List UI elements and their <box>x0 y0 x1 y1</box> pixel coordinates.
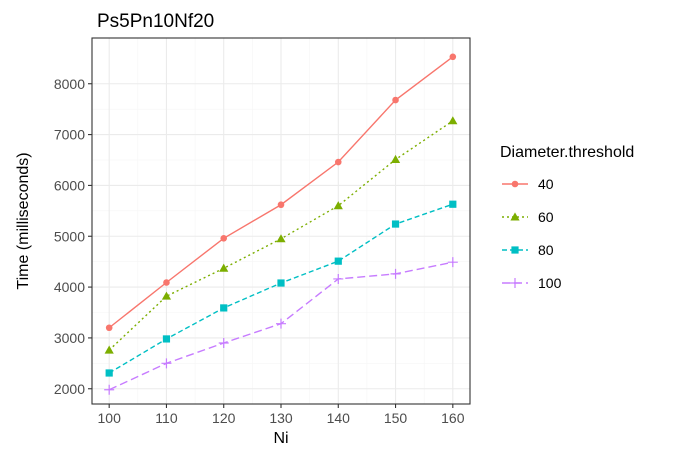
x-tick-label: 120 <box>212 410 236 426</box>
data-point <box>449 53 457 61</box>
legend-label: 60 <box>538 209 554 225</box>
y-tick-label: 7000 <box>54 127 85 143</box>
chart-title: Ps5Pn10Nf20 <box>97 11 214 32</box>
series-40 <box>105 53 457 332</box>
series-60 <box>104 116 458 354</box>
data-point <box>219 263 229 272</box>
x-tick-label: 100 <box>98 410 122 426</box>
series-layer <box>104 53 458 395</box>
x-tick-label: 130 <box>269 410 293 426</box>
legend-title: Diameter.threshold <box>500 144 634 161</box>
legend-label: 40 <box>538 176 554 192</box>
data-point <box>220 234 228 242</box>
x-tick-label: 160 <box>441 410 465 426</box>
x-axis-label: Ni <box>273 430 288 447</box>
data-point <box>447 257 458 268</box>
data-point <box>162 335 171 343</box>
y-tick-label: 6000 <box>54 177 85 193</box>
x-axis: 100 110 120 130 140 150 160 <box>98 404 465 426</box>
series-100 <box>104 257 458 395</box>
x-tick-label: 110 <box>155 410 178 426</box>
x-tick-label: 140 <box>327 410 351 426</box>
data-point <box>391 220 400 228</box>
data-point <box>448 116 458 125</box>
data-point <box>105 324 113 332</box>
legend-label: 100 <box>538 275 562 291</box>
y-tick-label: 5000 <box>54 228 85 244</box>
data-point <box>218 338 229 348</box>
data-point <box>276 318 286 329</box>
y-tick-label: 3000 <box>54 330 85 346</box>
legend-item-100: 100 <box>502 275 562 291</box>
series-80 <box>105 200 457 377</box>
x-tick-label: 150 <box>384 410 408 426</box>
data-point <box>276 234 286 243</box>
data-point <box>163 279 170 286</box>
y-axis-label: Time (milliseconds) <box>15 152 32 289</box>
data-point <box>220 304 228 312</box>
data-point <box>161 291 172 300</box>
legend-key-marker <box>510 212 520 221</box>
data-point <box>277 279 285 287</box>
data-point <box>277 201 285 209</box>
data-point <box>104 384 115 395</box>
data-point <box>334 158 342 166</box>
legend-key-marker <box>511 180 519 188</box>
legend-item-60: 60 <box>502 209 554 225</box>
data-point <box>105 369 113 377</box>
grid-lines <box>92 38 470 404</box>
data-point <box>390 268 401 279</box>
y-axis: 2000 3000 4000 5000 6000 7000 8000 <box>54 76 92 397</box>
data-point <box>334 257 342 265</box>
legend-item-40: 40 <box>502 176 554 192</box>
legend-label: 80 <box>538 242 554 258</box>
data-point <box>390 154 401 163</box>
y-tick-label: 2000 <box>54 381 85 397</box>
y-tick-label: 8000 <box>54 76 85 92</box>
data-point <box>449 200 457 208</box>
data-point <box>104 345 114 354</box>
data-point <box>333 273 344 284</box>
legend: Diameter.threshold 40 60 80 100 <box>500 144 634 291</box>
data-point <box>392 96 399 104</box>
legend-item-80: 80 <box>502 242 554 258</box>
legend-key-marker <box>511 246 519 254</box>
y-tick-label: 4000 <box>54 279 85 295</box>
data-point <box>161 358 172 369</box>
legend-items: 40 60 80 100 <box>502 176 562 291</box>
legend-key-marker <box>510 278 520 288</box>
data-point <box>333 201 343 210</box>
